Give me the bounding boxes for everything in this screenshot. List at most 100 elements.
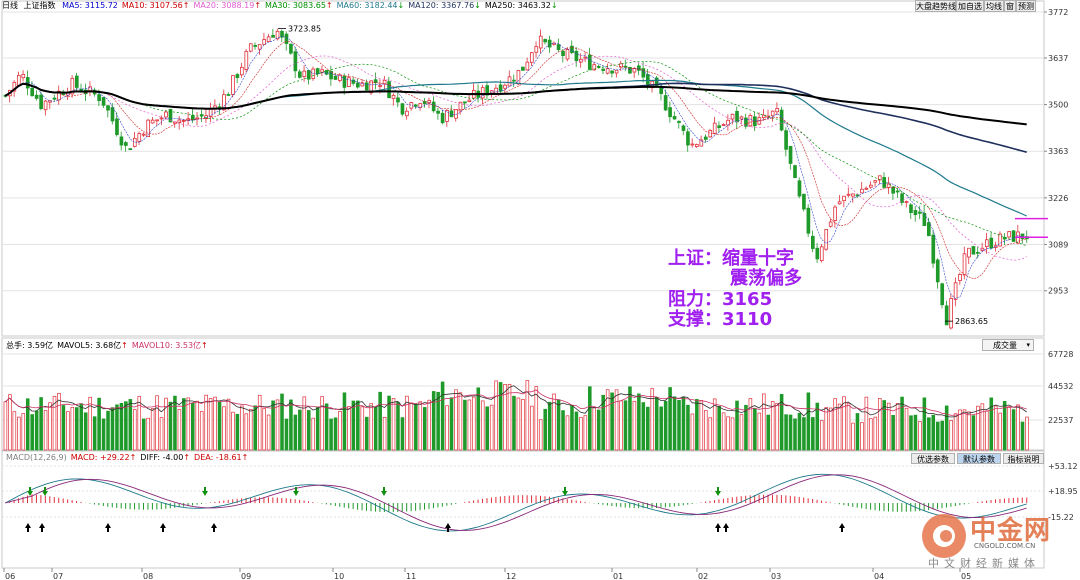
- volume-bar-up: [186, 397, 191, 451]
- candle-down: [1011, 230, 1016, 242]
- candle-down: [855, 194, 860, 197]
- candle-up: [864, 187, 869, 190]
- ma-legend: MA5: 3115.72 MA10: 3107.56↑ MA20: 3088.19↑…: [58, 1, 557, 10]
- volume-bar-up: [824, 407, 829, 451]
- candle-down: [74, 75, 79, 88]
- volume-bar-up: [699, 400, 704, 451]
- ma-header: 日线 上证指数 MA5: 3115.72 MA10: 3107.56↑ MA20: …: [2, 1, 558, 11]
- candle-up: [427, 99, 432, 103]
- volume-bar-down: [235, 413, 240, 451]
- month-label: 08: [143, 572, 153, 580]
- candle-down: [449, 110, 454, 118]
- volume-bar-up: [208, 398, 213, 451]
- volume-dropdown[interactable]: 成交量 ▾: [982, 339, 1034, 351]
- ma30-line: [5, 60, 1027, 247]
- candle-down: [900, 193, 904, 203]
- month-label: 01: [613, 572, 623, 580]
- volume-bar-down: [659, 406, 663, 451]
- volume-bar-up: [231, 411, 235, 451]
- volume-bar-down: [306, 410, 311, 451]
- volume-bar-down: [989, 397, 994, 451]
- volume-bar-up: [828, 407, 833, 451]
- candle-down: [351, 79, 356, 84]
- volume-bar-down: [463, 399, 467, 451]
- candle-up: [565, 49, 570, 60]
- volume-bar-up: [757, 412, 762, 451]
- ma-button[interactable]: 均线: [984, 0, 1004, 12]
- price-tick-label: 3089: [1048, 240, 1068, 249]
- candle-down: [556, 44, 561, 50]
- volume-bar-down: [556, 399, 561, 451]
- buy-arrow-icon: [211, 523, 217, 532]
- price-tick-label: 3226: [1048, 194, 1068, 203]
- forecast-button[interactable]: 预测: [1016, 0, 1036, 12]
- candle-down: [797, 180, 802, 197]
- volume-bar-down: [766, 414, 771, 451]
- volume-bar-up: [240, 405, 244, 451]
- macd-tick-label: +18.95: [1048, 487, 1078, 496]
- candle-up: [360, 82, 365, 87]
- volume-bar-up: [761, 393, 766, 451]
- candle-down: [668, 107, 672, 118]
- volume-bar-down: [97, 397, 101, 451]
- volume-bar-down: [744, 404, 748, 451]
- volume-bar-up: [650, 388, 655, 451]
- volume-bar-down: [364, 416, 369, 451]
- candle-up: [712, 122, 717, 134]
- volume-bar-down: [101, 418, 106, 451]
- candle-down: [324, 70, 329, 75]
- candle-up: [761, 114, 766, 119]
- month-label: 07: [53, 572, 63, 580]
- candle-down: [119, 136, 124, 146]
- volume-bar-up: [405, 395, 409, 451]
- candle-up: [525, 61, 530, 71]
- volume-bar-down: [400, 417, 405, 451]
- volume-bar-down: [753, 408, 757, 451]
- candle-up: [770, 110, 775, 117]
- candle-down: [784, 130, 788, 150]
- macd-legend-item: DIFF: -4.00: [140, 453, 184, 462]
- volume-bar-down: [940, 420, 944, 451]
- candle-up: [967, 247, 971, 258]
- candle-up: [244, 51, 249, 70]
- volume-bar-up: [155, 395, 159, 451]
- volume-bar-down: [284, 418, 289, 451]
- volume-bar-up: [445, 405, 449, 451]
- candle-down: [918, 211, 922, 214]
- ma5-line: [5, 36, 1027, 299]
- candle-down: [168, 109, 173, 123]
- indicator-help-button[interactable]: 指标说明: [1003, 453, 1044, 464]
- volume-bar-up: [266, 414, 271, 451]
- optimize-params-button[interactable]: 优选参数: [911, 453, 955, 464]
- candle-up: [12, 81, 17, 92]
- arrow-up-icon: ↑: [201, 341, 208, 350]
- candle-up: [699, 139, 704, 147]
- candle-down: [703, 136, 708, 140]
- add-watchlist-button[interactable]: 加自选: [956, 0, 984, 12]
- volume-bar-up: [837, 403, 842, 451]
- arrow-down-icon: ↓: [397, 1, 405, 10]
- volume-bar-up: [21, 413, 26, 451]
- volume-bar-up: [159, 417, 164, 451]
- candle-up: [164, 111, 168, 118]
- candle-down: [315, 68, 320, 75]
- index-label: 上证指数: [23, 1, 56, 10]
- candle-down: [940, 283, 945, 306]
- volume-bar-up: [530, 405, 534, 451]
- volume-bar-down: [191, 402, 195, 451]
- candle-down: [637, 65, 641, 71]
- volume-bar-down: [628, 386, 632, 451]
- volume-bar-up: [360, 406, 365, 451]
- price-tick-label: 3772: [1048, 8, 1068, 17]
- candle-up: [730, 113, 735, 120]
- trend-line-button[interactable]: 大盘趋势线: [915, 0, 956, 12]
- window-button[interactable]: 窗: [1004, 0, 1016, 12]
- candle-up: [445, 110, 449, 122]
- volume-bar-down: [115, 404, 119, 451]
- period-label[interactable]: 日线: [2, 1, 18, 10]
- default-params-button[interactable]: 默认参数: [957, 453, 1001, 464]
- candle-up: [503, 84, 507, 89]
- volume-bar-down: [695, 399, 699, 451]
- candle-up: [173, 121, 177, 124]
